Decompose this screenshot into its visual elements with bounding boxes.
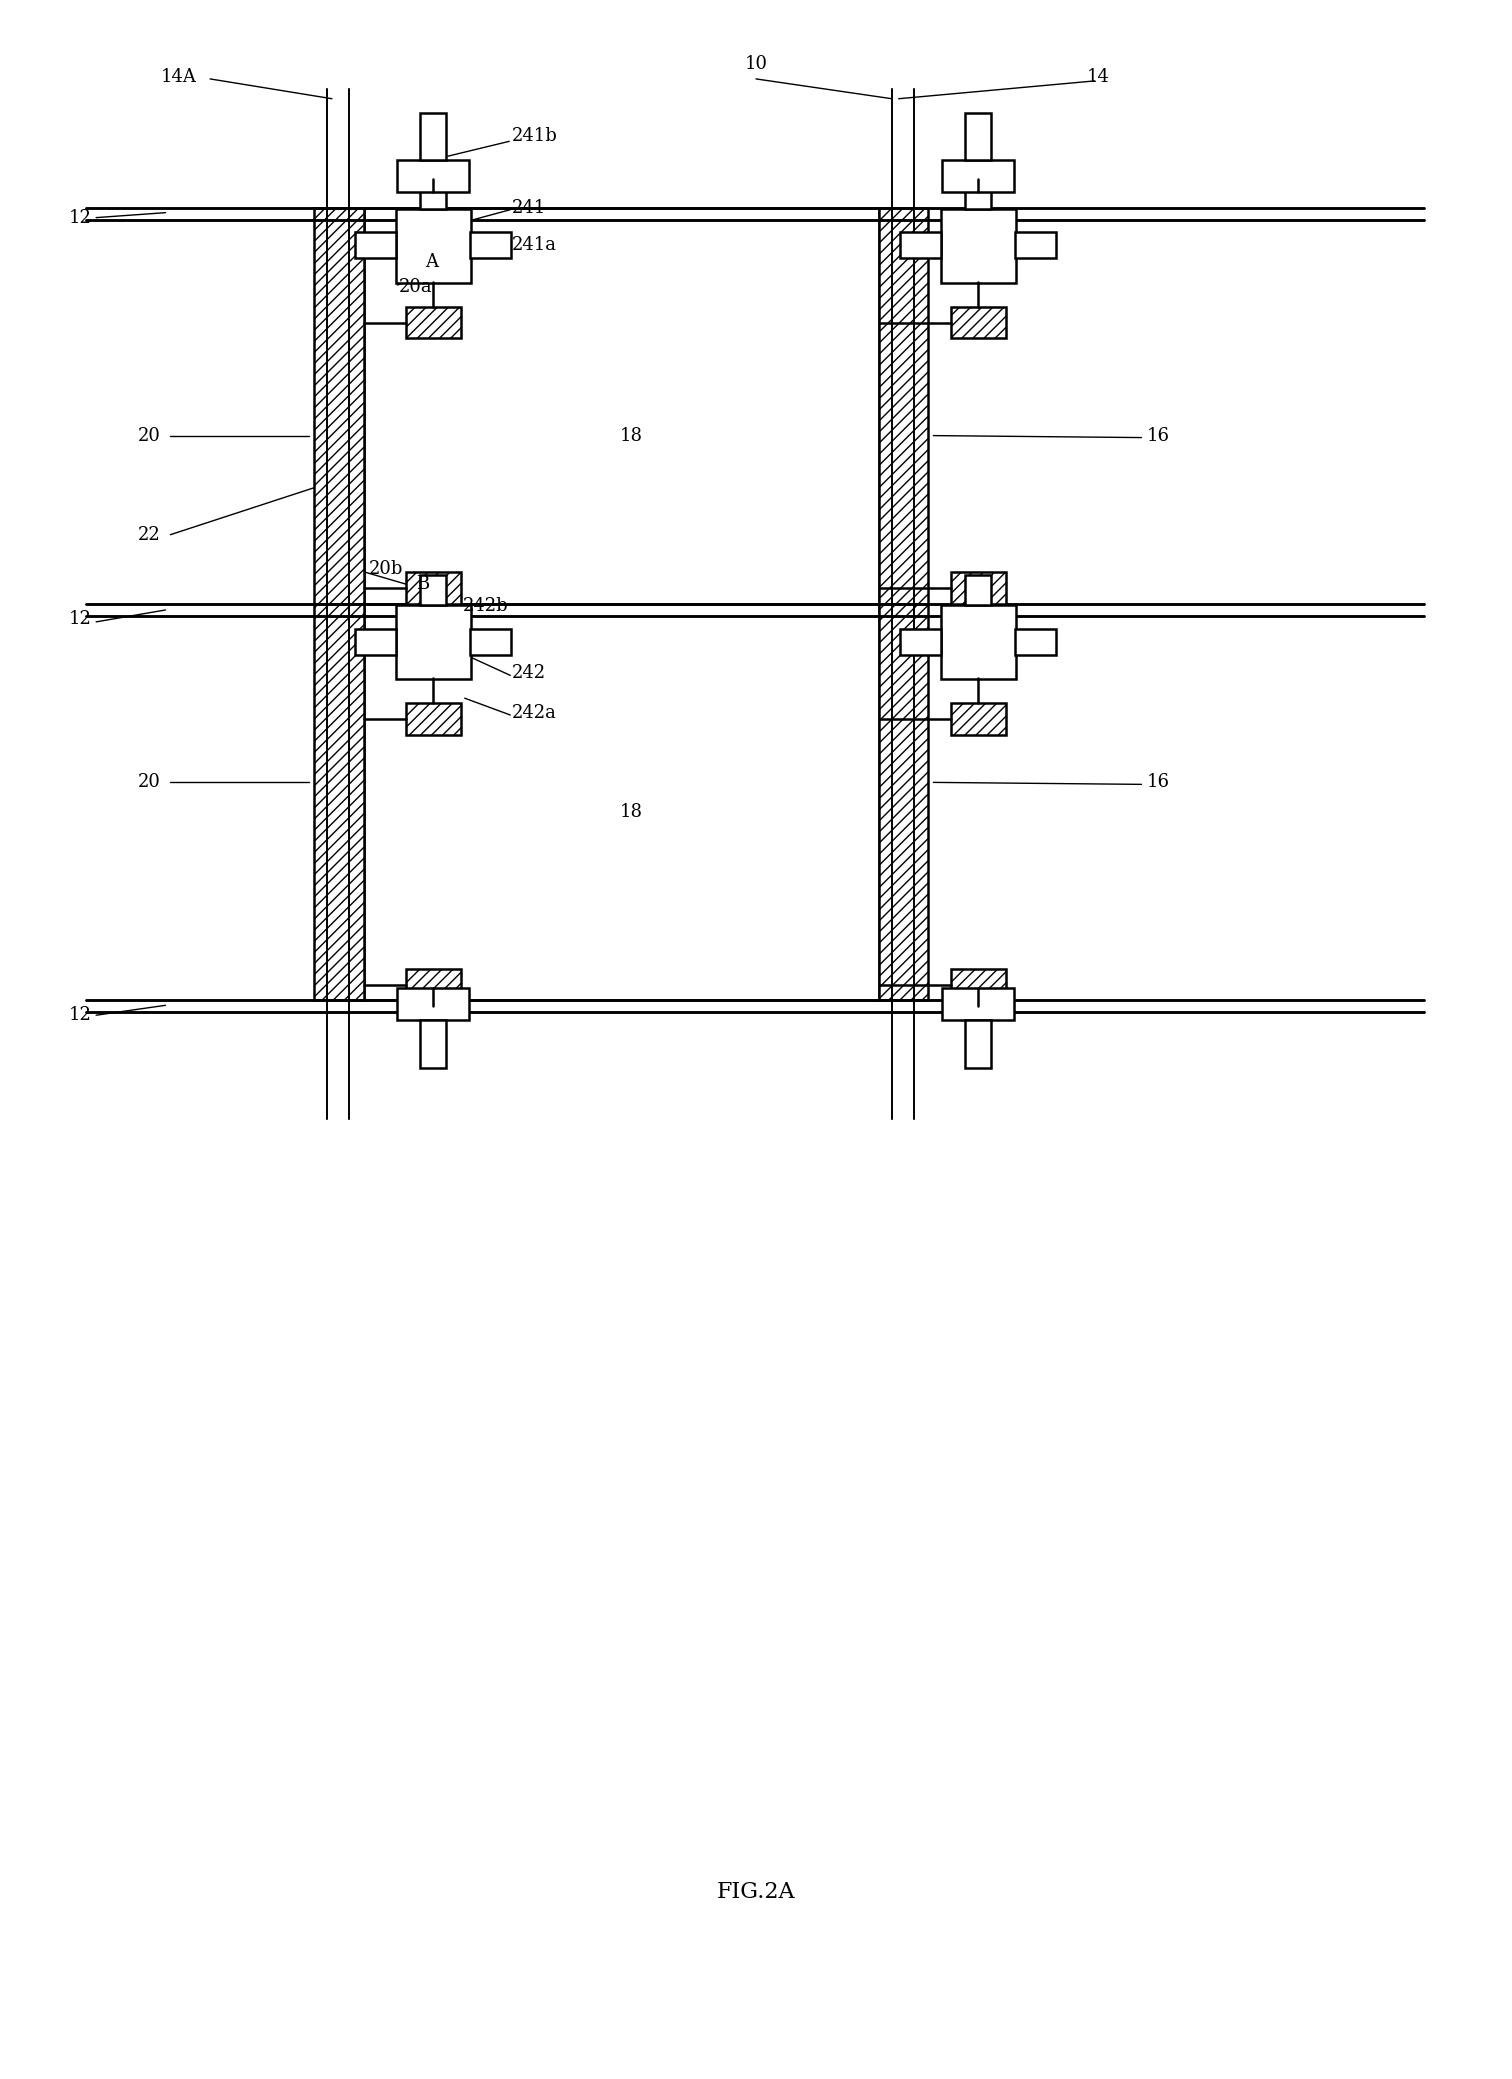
Text: 16: 16 bbox=[1146, 426, 1169, 445]
Bar bbox=[1015, 233, 1057, 258]
Bar bbox=[364, 605, 878, 1000]
Bar bbox=[951, 703, 1005, 734]
Text: 20: 20 bbox=[138, 426, 160, 445]
Text: A: A bbox=[425, 254, 438, 270]
Bar bbox=[951, 308, 1005, 339]
Text: 10: 10 bbox=[744, 54, 768, 73]
Bar bbox=[420, 576, 446, 605]
Text: 16: 16 bbox=[1146, 773, 1169, 792]
Bar bbox=[407, 703, 461, 734]
Text: 18: 18 bbox=[620, 802, 643, 821]
Text: B: B bbox=[416, 576, 429, 593]
Bar bbox=[951, 572, 1005, 605]
Bar bbox=[420, 1021, 446, 1069]
Bar bbox=[355, 233, 396, 258]
Bar bbox=[420, 179, 446, 208]
Bar bbox=[398, 160, 469, 191]
Text: 20: 20 bbox=[138, 773, 160, 792]
Bar bbox=[398, 988, 469, 1021]
Bar bbox=[965, 1021, 990, 1069]
Bar bbox=[355, 628, 396, 655]
Bar bbox=[407, 572, 461, 605]
Bar bbox=[942, 160, 1013, 191]
Text: 14: 14 bbox=[1087, 69, 1110, 85]
Bar bbox=[878, 605, 928, 1000]
Bar bbox=[900, 233, 942, 258]
Bar bbox=[396, 605, 470, 680]
Text: 242a: 242a bbox=[513, 705, 556, 721]
Text: 241b: 241b bbox=[513, 127, 558, 146]
Bar bbox=[942, 988, 1013, 1021]
Bar bbox=[396, 208, 470, 283]
Text: 22: 22 bbox=[138, 526, 160, 545]
Bar bbox=[878, 208, 928, 605]
Text: 18: 18 bbox=[620, 426, 643, 445]
Bar bbox=[314, 605, 364, 1000]
Bar bbox=[942, 208, 1016, 283]
Bar bbox=[407, 308, 461, 339]
Text: 12: 12 bbox=[68, 208, 91, 227]
Bar bbox=[470, 628, 511, 655]
Bar bbox=[364, 208, 878, 605]
Text: 14A: 14A bbox=[160, 69, 197, 85]
Text: 12: 12 bbox=[68, 609, 91, 628]
Text: FIG.2A: FIG.2A bbox=[717, 1881, 795, 1902]
Bar bbox=[314, 208, 364, 605]
Text: 20a: 20a bbox=[398, 279, 432, 295]
Bar bbox=[965, 112, 990, 160]
Bar bbox=[1015, 628, 1057, 655]
Bar bbox=[965, 179, 990, 208]
Text: 12: 12 bbox=[68, 1006, 91, 1025]
Bar bbox=[942, 605, 1016, 680]
Bar bbox=[900, 628, 942, 655]
Text: 241a: 241a bbox=[513, 237, 558, 254]
Text: 242b: 242b bbox=[463, 597, 508, 615]
Bar bbox=[951, 969, 1005, 1000]
Text: 241: 241 bbox=[513, 200, 546, 216]
Bar bbox=[407, 969, 461, 1000]
Bar bbox=[470, 233, 511, 258]
Bar bbox=[965, 576, 990, 605]
Bar bbox=[420, 112, 446, 160]
Text: 242: 242 bbox=[513, 665, 546, 682]
Text: 20b: 20b bbox=[369, 561, 404, 578]
